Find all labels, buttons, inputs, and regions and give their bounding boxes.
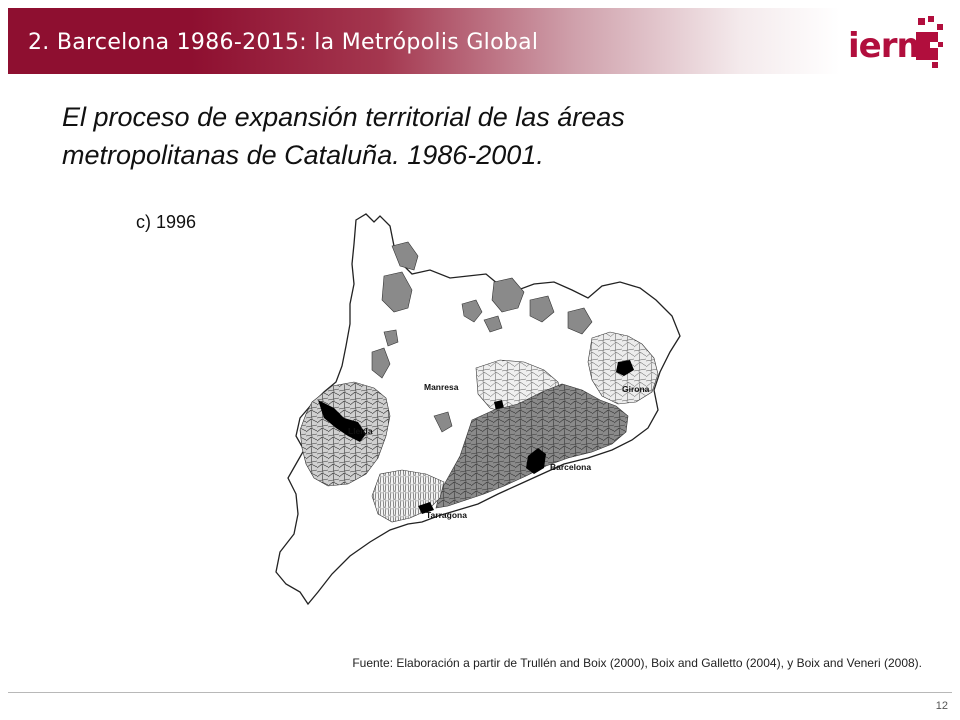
- patch: [391, 241, 419, 271]
- logo-square: [930, 32, 938, 42]
- source-note: Fuente: Elaboración a partir de Trullén …: [352, 656, 922, 670]
- patch: [383, 329, 399, 347]
- map-label-girona: Girona: [622, 384, 650, 394]
- patch: [529, 295, 555, 323]
- slide-title: El proceso de expansión territorial de l…: [62, 98, 822, 174]
- patch: [567, 307, 593, 335]
- slide-title-line-2: metropolitanas de Cataluña. 1986-2001.: [62, 140, 544, 170]
- minor-metro-areas: [371, 241, 593, 433]
- logo-square: [928, 16, 934, 22]
- patch: [371, 347, 391, 379]
- map-label-manresa: Manresa: [424, 382, 459, 392]
- header-bar: [8, 8, 840, 74]
- map-label-barcelona: Barcelona: [550, 462, 591, 472]
- logo-square: [930, 48, 938, 60]
- manresa-core: [494, 400, 504, 410]
- patch: [491, 277, 525, 313]
- catalonia-metro-map: Manresa Girona Lleida Barcelona Tarragon…: [262, 212, 710, 610]
- iermb-logo: ierm: [846, 14, 946, 68]
- slide-title-line-1: El proceso de expansión territorial de l…: [62, 102, 625, 132]
- barcelona-core: [526, 448, 546, 474]
- map-label-lleida: Lleida: [348, 426, 373, 436]
- map-panel-label: c) 1996: [136, 212, 197, 232]
- tarragona-core: [418, 502, 434, 514]
- patch: [461, 299, 483, 323]
- page-number: 12: [935, 700, 948, 712]
- map-label-tarragona: Tarragona: [426, 510, 467, 520]
- girona-core: [616, 360, 634, 376]
- logo-square: [916, 32, 930, 60]
- logo-square: [918, 18, 925, 25]
- patch: [433, 411, 453, 433]
- logo-square: [937, 24, 943, 30]
- footer-divider: [8, 692, 952, 693]
- logo-square: [938, 42, 943, 47]
- lleida-core: [318, 400, 366, 442]
- logo-square: [932, 62, 938, 68]
- map-svg: Manresa Girona Lleida Barcelona Tarragon…: [275, 213, 681, 606]
- patch: [381, 271, 413, 313]
- patch: [483, 315, 503, 333]
- slide-section-title: 2. Barcelona 1986-2015: la Metrópolis Gl…: [28, 30, 539, 55]
